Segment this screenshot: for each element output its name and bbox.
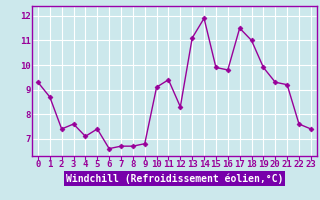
X-axis label: Windchill (Refroidissement éolien,°C): Windchill (Refroidissement éolien,°C) bbox=[66, 173, 283, 184]
